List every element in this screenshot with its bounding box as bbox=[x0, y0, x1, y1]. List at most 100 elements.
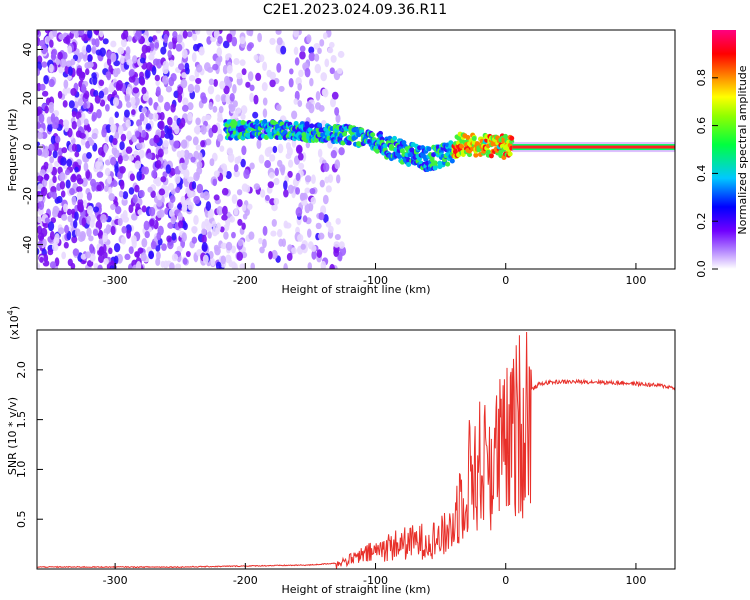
spectrogram-cell bbox=[37, 247, 40, 256]
spectrogram-cell bbox=[37, 108, 42, 116]
spectrogram-cell bbox=[219, 226, 225, 233]
spectrogram-cell bbox=[268, 172, 275, 179]
spectrogram-cell bbox=[126, 130, 132, 141]
spectrogram-cell bbox=[143, 220, 150, 231]
spectrogram-cell bbox=[298, 162, 305, 170]
spectrogram-cell bbox=[225, 170, 232, 180]
spectrogram-cell bbox=[137, 247, 144, 254]
spectrogram-cell bbox=[65, 34, 71, 45]
spectrogram-cell bbox=[43, 75, 49, 85]
snr-plot-area bbox=[37, 330, 675, 569]
spectrogram-cell bbox=[158, 120, 165, 131]
spectrogram-cell bbox=[60, 190, 66, 198]
spectrogram-cell bbox=[175, 43, 183, 52]
spectrogram-cell bbox=[129, 173, 135, 182]
spectrogram-cell bbox=[317, 232, 325, 240]
spectrogram-cell bbox=[164, 101, 171, 112]
spectrogram-cell bbox=[168, 41, 174, 50]
spectrogram-cell bbox=[76, 177, 84, 185]
spectrogram-cell bbox=[233, 208, 239, 216]
spectrogram-cell bbox=[445, 161, 451, 167]
spectrogram-cell bbox=[52, 191, 58, 200]
snr-series-line bbox=[37, 331, 675, 569]
spectrogram-cell bbox=[114, 131, 120, 140]
spectrogram-cell bbox=[40, 186, 48, 197]
spectrogram-cell bbox=[236, 199, 243, 208]
spectrogram-cell bbox=[132, 55, 138, 64]
spectrogram-cell bbox=[306, 34, 312, 44]
spectrogram-cell bbox=[273, 197, 280, 206]
spectrogram-cell bbox=[195, 117, 201, 126]
spectrogram-cell bbox=[49, 230, 55, 240]
spectrogram-cell bbox=[248, 231, 255, 240]
spectrogram-cell bbox=[226, 64, 233, 74]
spectrogram-cell bbox=[125, 146, 133, 154]
spectrogram-cell bbox=[212, 63, 219, 71]
spectrogram-cell bbox=[219, 145, 225, 152]
spectrogram-cell bbox=[313, 42, 321, 50]
spectrogram-cell bbox=[283, 220, 289, 229]
spectrogram-cell bbox=[249, 92, 254, 103]
spectrogram-cell bbox=[231, 231, 236, 239]
spectrogram-cell bbox=[317, 47, 322, 55]
spectrogram-cell bbox=[85, 169, 91, 180]
spectrogram-cell bbox=[223, 231, 229, 240]
spectrogram-cell bbox=[187, 102, 194, 111]
spectrogram-cell bbox=[120, 55, 125, 64]
spectrogram-cell bbox=[308, 46, 315, 54]
spectrogram-cell bbox=[261, 82, 268, 92]
spectrogram-cell bbox=[280, 45, 287, 55]
spectrogram-cell bbox=[200, 140, 206, 148]
spectrogram-cell bbox=[178, 220, 184, 229]
spectrogram-cell bbox=[50, 135, 57, 145]
spectrogram-cell bbox=[213, 194, 220, 201]
spectrogram-cell bbox=[39, 256, 44, 263]
spectrogram-cell bbox=[52, 48, 58, 57]
spectrogram-cell bbox=[220, 255, 226, 265]
spectrogram-cell bbox=[112, 138, 118, 146]
spectrogram-cell bbox=[288, 77, 294, 88]
spectrogram-cell bbox=[296, 145, 303, 154]
spectrogram-cell bbox=[191, 181, 197, 190]
spectrogram-cell bbox=[177, 86, 184, 95]
spectrogram-cell bbox=[205, 138, 212, 146]
spectrogram-cell bbox=[264, 160, 271, 169]
spectrogram-cell bbox=[71, 235, 78, 244]
spectrogram-cell bbox=[85, 68, 90, 76]
spectrogram-cell bbox=[180, 117, 186, 128]
snr-frame bbox=[36, 329, 676, 570]
spectrogram-cell bbox=[309, 187, 316, 195]
spectrogram-cell bbox=[226, 147, 233, 155]
spectrogram-cell bbox=[74, 228, 81, 237]
spectrogram-cell bbox=[57, 90, 63, 99]
spectrogram-cell bbox=[105, 224, 111, 235]
spectrogram-cell bbox=[114, 205, 122, 215]
spectrogram-cell bbox=[102, 38, 109, 45]
spectrogram-cell bbox=[139, 112, 145, 122]
spectrogram-cell bbox=[93, 262, 99, 269]
spectrogram-cell bbox=[239, 263, 246, 269]
spectrogram-cell bbox=[121, 226, 127, 234]
spectrogram-cell bbox=[71, 195, 77, 206]
spectrogram-cell bbox=[49, 261, 57, 269]
spectrogram-cell bbox=[67, 45, 73, 55]
spectrogram-cell bbox=[330, 54, 337, 63]
spectrogram-cell bbox=[324, 176, 330, 184]
spectrogram-cell bbox=[207, 85, 215, 95]
spectrogram-cell bbox=[295, 187, 301, 195]
spectrogram-cell bbox=[236, 189, 243, 196]
spectrogram-cell bbox=[128, 246, 134, 255]
spectrogram-cell bbox=[291, 247, 297, 255]
spectrogram-cell bbox=[337, 50, 345, 58]
spectrogram-cell bbox=[323, 214, 329, 224]
spectrogram-cell bbox=[84, 251, 91, 259]
spectrogram-ytick-label: -20 bbox=[21, 187, 34, 205]
spectrogram-ytick-label: 20 bbox=[21, 91, 34, 105]
spectrogram-cell bbox=[155, 86, 161, 97]
spectrogram-cell bbox=[131, 109, 136, 116]
spectrogram-cell bbox=[187, 83, 195, 94]
spectrogram-cell bbox=[319, 179, 325, 188]
spectrogram-cell bbox=[260, 189, 266, 198]
figure-title: C2E1.2023.024.09.36.R11 bbox=[263, 2, 447, 18]
spectrogram-cell bbox=[267, 181, 275, 189]
